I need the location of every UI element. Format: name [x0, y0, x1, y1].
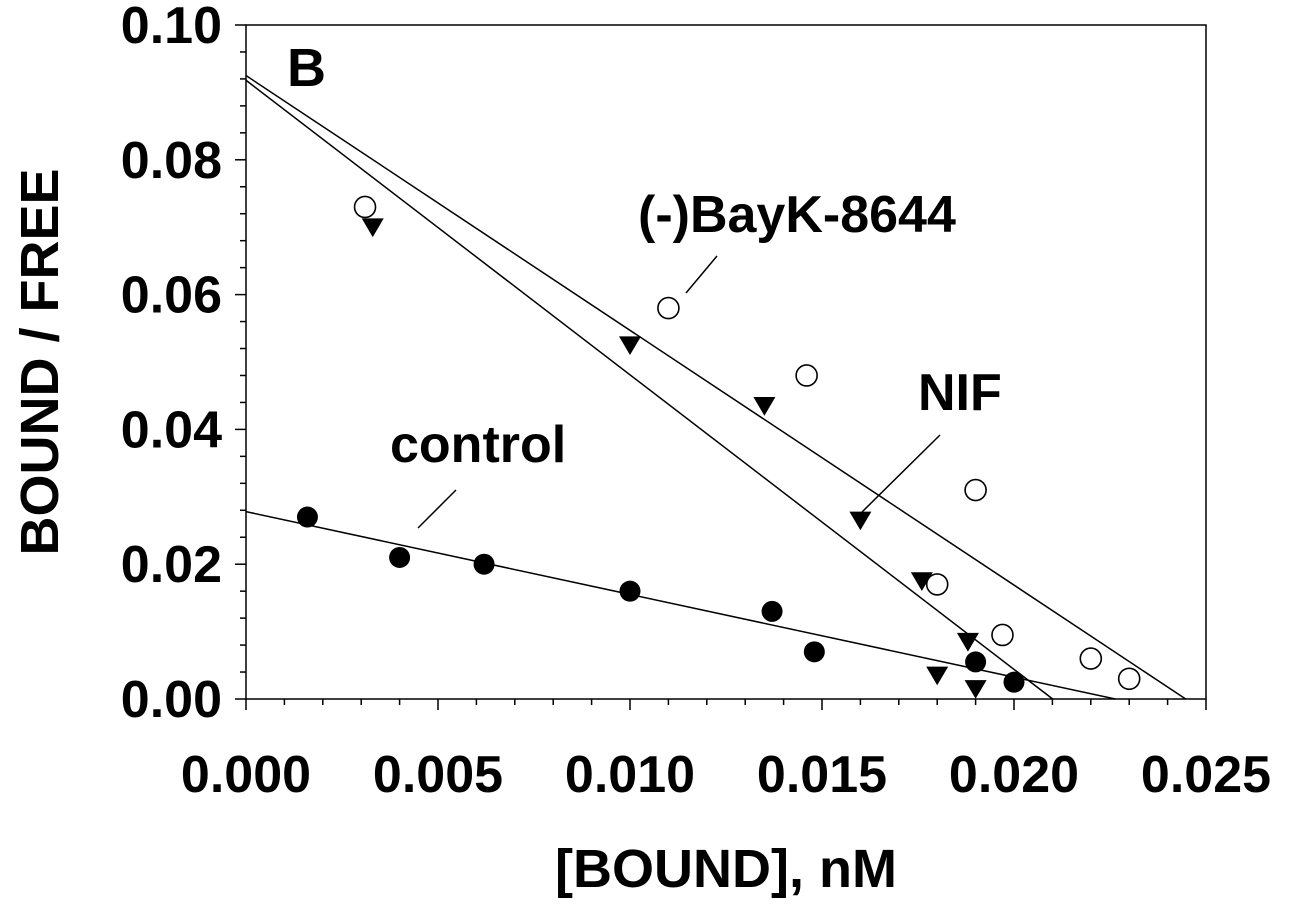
fit-line: [245, 74, 1187, 700]
x-axis-title: [BOUND], nM: [555, 839, 897, 899]
leader-line: [417, 489, 457, 529]
tick-marks: [235, 24, 1207, 710]
fit-line: [245, 79, 1054, 700]
point-control: [1003, 671, 1025, 693]
point-nif: [849, 511, 872, 531]
point-nif: [956, 632, 979, 652]
panel-label: B: [287, 38, 326, 98]
y-tick-label: 0.06: [121, 267, 222, 325]
y-tick-label: 0.08: [121, 132, 222, 190]
point-nif: [910, 572, 933, 591]
point-nif: [964, 680, 987, 699]
point-control: [761, 600, 783, 622]
leader-line: [685, 255, 718, 294]
point-bayk: [795, 364, 818, 387]
point-bayk: [925, 573, 949, 596]
y-axis-title: BOUND / FREE: [10, 168, 70, 555]
y-tick-label: 0.00: [121, 671, 222, 729]
point-bayk: [1079, 647, 1103, 670]
point-control: [965, 651, 987, 673]
point-bayk: [991, 623, 1014, 647]
annotation-bayk: (-)BayK-8644: [638, 186, 956, 244]
y-tick-label: 0.02: [121, 536, 222, 594]
point-control: [619, 580, 641, 602]
point-nif: [926, 666, 949, 686]
data-markers: [296, 195, 1141, 699]
point-bayk: [353, 195, 377, 219]
fit-line: [245, 510, 1116, 700]
point-bayk: [657, 296, 680, 320]
point-bayk: [964, 478, 987, 502]
y-tick-labels: 0.00 0.02 0.04 0.06 0.08 0.10: [121, 0, 222, 729]
point-control: [473, 553, 495, 575]
annotation-leader-lines: [417, 255, 941, 529]
fit-lines: [245, 74, 1187, 700]
x-tick-label: 0.025: [1141, 746, 1271, 804]
point-control: [803, 641, 825, 663]
x-tick-label: 0.015: [757, 746, 887, 804]
x-tick-label: 0.020: [949, 746, 1079, 804]
point-nif: [361, 218, 384, 238]
annotation-control: control: [390, 416, 566, 474]
point-bayk: [1117, 667, 1141, 691]
point-control: [389, 546, 411, 568]
x-tick-label: 0.010: [565, 746, 695, 804]
leader-line: [861, 434, 941, 513]
x-tick-label: 0.000: [181, 746, 311, 804]
y-tick-label: 0.04: [121, 401, 222, 459]
x-tick-labels: 0.000 0.005 0.010 0.015 0.020 0.025: [181, 746, 1271, 804]
plot-frame: [245, 24, 1207, 700]
y-tick-label: 0.10: [121, 0, 222, 55]
point-control: [296, 506, 318, 528]
point-nif: [753, 397, 776, 416]
x-tick-label: 0.005: [373, 746, 503, 804]
annotation-nif: NIF: [918, 364, 1002, 422]
point-nif: [619, 336, 641, 356]
